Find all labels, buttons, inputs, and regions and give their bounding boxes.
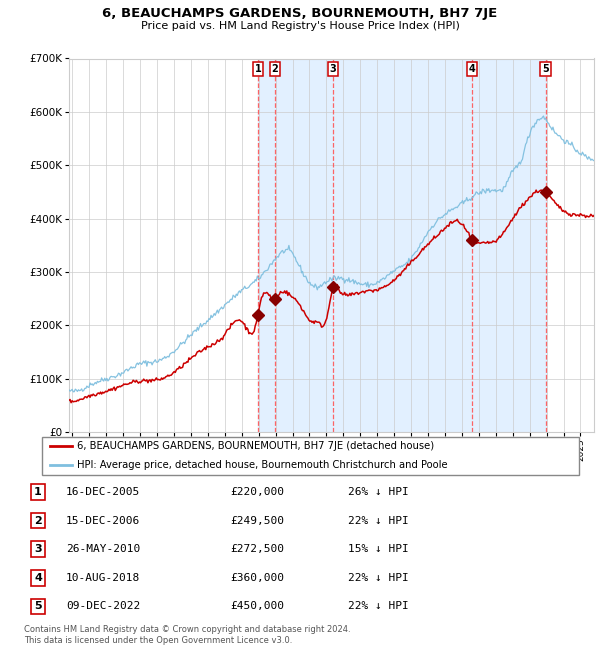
Text: £450,000: £450,000 — [230, 601, 284, 612]
Text: HPI: Average price, detached house, Bournemouth Christchurch and Poole: HPI: Average price, detached house, Bour… — [77, 460, 448, 470]
Bar — [258, 58, 545, 432]
Text: 22% ↓ HPI: 22% ↓ HPI — [347, 515, 409, 526]
Text: Contains HM Land Registry data © Crown copyright and database right 2024.: Contains HM Land Registry data © Crown c… — [24, 625, 350, 634]
Text: 6, BEAUCHAMPS GARDENS, BOURNEMOUTH, BH7 7JE: 6, BEAUCHAMPS GARDENS, BOURNEMOUTH, BH7 … — [103, 6, 497, 20]
Text: 5: 5 — [542, 64, 549, 74]
Text: 6, BEAUCHAMPS GARDENS, BOURNEMOUTH, BH7 7JE (detached house): 6, BEAUCHAMPS GARDENS, BOURNEMOUTH, BH7 … — [77, 441, 434, 451]
Text: 15% ↓ HPI: 15% ↓ HPI — [347, 544, 409, 554]
Text: 4: 4 — [34, 573, 42, 583]
Text: 09-DEC-2022: 09-DEC-2022 — [66, 601, 140, 612]
Text: 26% ↓ HPI: 26% ↓ HPI — [347, 487, 409, 497]
Text: This data is licensed under the Open Government Licence v3.0.: This data is licensed under the Open Gov… — [24, 636, 292, 645]
Text: 22% ↓ HPI: 22% ↓ HPI — [347, 573, 409, 583]
Text: 5: 5 — [34, 601, 42, 612]
Text: £360,000: £360,000 — [230, 573, 284, 583]
Text: 26-MAY-2010: 26-MAY-2010 — [66, 544, 140, 554]
Text: 3: 3 — [34, 544, 42, 554]
Text: 1: 1 — [34, 487, 42, 497]
Text: 15-DEC-2006: 15-DEC-2006 — [66, 515, 140, 526]
Text: £249,500: £249,500 — [230, 515, 284, 526]
Text: 4: 4 — [469, 64, 476, 74]
Text: 2: 2 — [34, 515, 42, 526]
FancyBboxPatch shape — [42, 437, 579, 474]
Text: 1: 1 — [254, 64, 262, 74]
Text: Price paid vs. HM Land Registry's House Price Index (HPI): Price paid vs. HM Land Registry's House … — [140, 21, 460, 31]
Text: 16-DEC-2005: 16-DEC-2005 — [66, 487, 140, 497]
Text: 2: 2 — [272, 64, 278, 74]
Text: 3: 3 — [330, 64, 337, 74]
Text: £220,000: £220,000 — [230, 487, 284, 497]
Text: 10-AUG-2018: 10-AUG-2018 — [66, 573, 140, 583]
Text: £272,500: £272,500 — [230, 544, 284, 554]
Text: 22% ↓ HPI: 22% ↓ HPI — [347, 601, 409, 612]
